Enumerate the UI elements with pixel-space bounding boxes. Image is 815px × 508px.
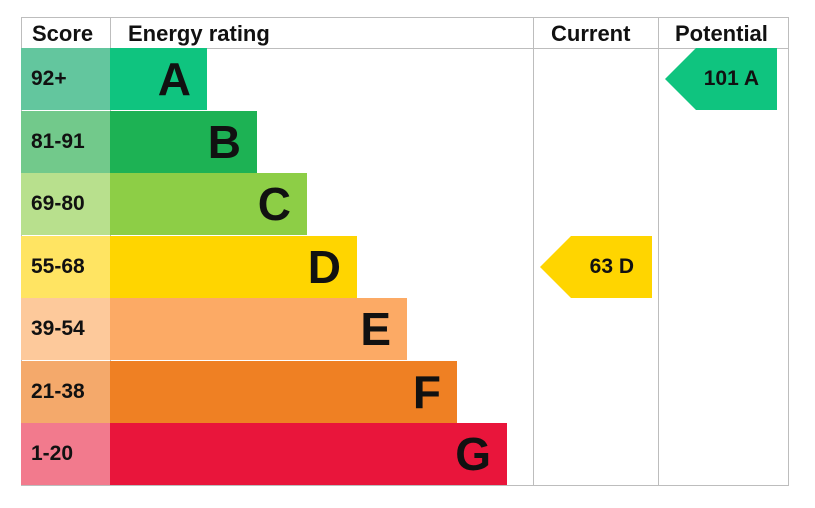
column-divider <box>658 17 659 486</box>
score-range: 81-91 <box>21 110 110 173</box>
band-row-b: 81-91 B <box>21 110 511 173</box>
rating-letter: E <box>360 303 391 355</box>
rating-bar: E <box>110 298 407 360</box>
column-divider <box>533 17 534 486</box>
potential-header: Potential <box>675 21 768 46</box>
band-row-e: 39-54 E <box>21 298 511 360</box>
band-row-c: 69-80 C <box>21 173 511 235</box>
potential-rating-arrow: 101 A <box>665 48 777 110</box>
rating-letter: B <box>207 115 241 168</box>
score-range: 92+ <box>21 48 110 110</box>
score-range: 39-54 <box>21 298 110 360</box>
rating-letter: A <box>157 53 191 105</box>
score-header: Score <box>32 21 94 46</box>
rating-header: Energy rating <box>128 21 270 46</box>
rating-letter: F <box>412 365 441 418</box>
potential-rating-label: 101 A <box>703 67 759 90</box>
band-row-g: 1-20 G <box>21 423 511 485</box>
current-rating-label: 63 D <box>589 255 634 278</box>
rating-letter: C <box>257 178 291 230</box>
rating-bar: A <box>110 48 207 110</box>
current-arrow-shape <box>540 236 652 298</box>
score-range: 55-68 <box>21 235 110 298</box>
score-range: 1-20 <box>21 423 110 485</box>
rating-bar: G <box>110 423 507 485</box>
current-rating-arrow: 63 D <box>540 236 652 298</box>
header-divider <box>21 48 789 49</box>
rating-bar: D <box>110 235 357 298</box>
rating-bar: B <box>110 110 257 173</box>
band-row-d: 55-68 D <box>21 235 511 298</box>
band-row-a: 92+ A <box>21 48 511 110</box>
band-row-f: 21-38 F <box>21 360 511 423</box>
rating-bar: C <box>110 173 307 235</box>
score-range: 21-38 <box>21 360 110 423</box>
rating-letter: G <box>455 428 491 480</box>
score-range: 69-80 <box>21 173 110 235</box>
potential-arrow-shape <box>665 48 777 110</box>
rating-bar: F <box>110 360 457 423</box>
current-header: Current <box>551 21 631 46</box>
rating-letter: D <box>307 240 341 293</box>
